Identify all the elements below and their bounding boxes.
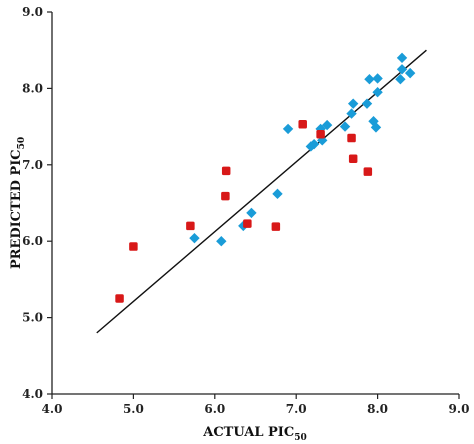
red-square-point [363,167,373,176]
blue-diamond-point [347,98,359,109]
blue-diamond-point [396,64,408,75]
fit-line-layer [96,49,427,334]
blue-diamond-point [189,232,200,244]
blue-diamond-point [368,116,379,127]
blue-diamond-point [396,52,408,64]
red-square-point [221,166,231,176]
y-tick-label: 7.0 [22,158,43,172]
red-square-point [221,191,230,201]
x-tick-label: 6.0 [204,402,225,416]
y-axis-title-subscript: 50 [17,137,27,150]
red-square-point [129,242,138,251]
red-square-point [347,133,356,143]
red-square-point [115,294,124,303]
y-tick-label: 4.0 [22,387,43,401]
blue-diamond-point [216,236,227,247]
blue-diamond-point [404,67,416,79]
y-tick-label: 5.0 [22,311,43,325]
y-axis-title-main: PREDICTED PIC [9,149,24,269]
axes [51,12,459,395]
blue-diamond-point [308,138,320,150]
x-tick-label: 7.0 [286,402,307,416]
blue-diamond-point [370,122,382,133]
red-square-point [243,219,252,228]
blue-diamond-point [361,98,373,109]
red-square-point [348,154,358,163]
blue-diamond-point [372,73,383,84]
blue-diamond-point [321,119,333,131]
x-tick-label: 5.0 [123,402,144,416]
red-square-point [316,129,325,139]
y-tick-labels: 4.0 5.0 6.0 7.0 8.0 9.0 [22,5,52,401]
blue-diamond-point [282,123,294,135]
y-tick-label: 6.0 [22,234,43,248]
x-tick-label: 4.0 [42,402,63,416]
red-square-point [271,222,281,231]
regression-line [96,49,427,334]
blue-diamond-point [346,108,357,119]
blue-diamond-point [272,188,283,200]
blue-diamond-point [372,87,383,98]
blue-diamond-point [339,121,351,132]
red-square-point [186,221,195,231]
x-axis-title: ACTUAL PIC50 [202,425,307,443]
x-tick-label: 9.0 [449,402,470,416]
x-axis-title-main: ACTUAL PIC [202,425,294,440]
blue-diamond-point [364,74,375,85]
y-tick-label: 8.0 [22,81,43,95]
blue-diamond-point [246,207,257,219]
x-tick-label: 8.0 [367,402,388,416]
y-axis-title: PREDICTED PIC50 [9,137,27,269]
y-tick-label: 9.0 [22,5,43,19]
points-layer [115,52,416,303]
blue-diamond-point [395,74,406,85]
x-axis-title-subscript: 50 [294,433,307,443]
x-tick-labels: 4.0 5.0 6.0 7.0 8.0 9.0 [42,394,470,416]
red-square-point [298,120,307,129]
